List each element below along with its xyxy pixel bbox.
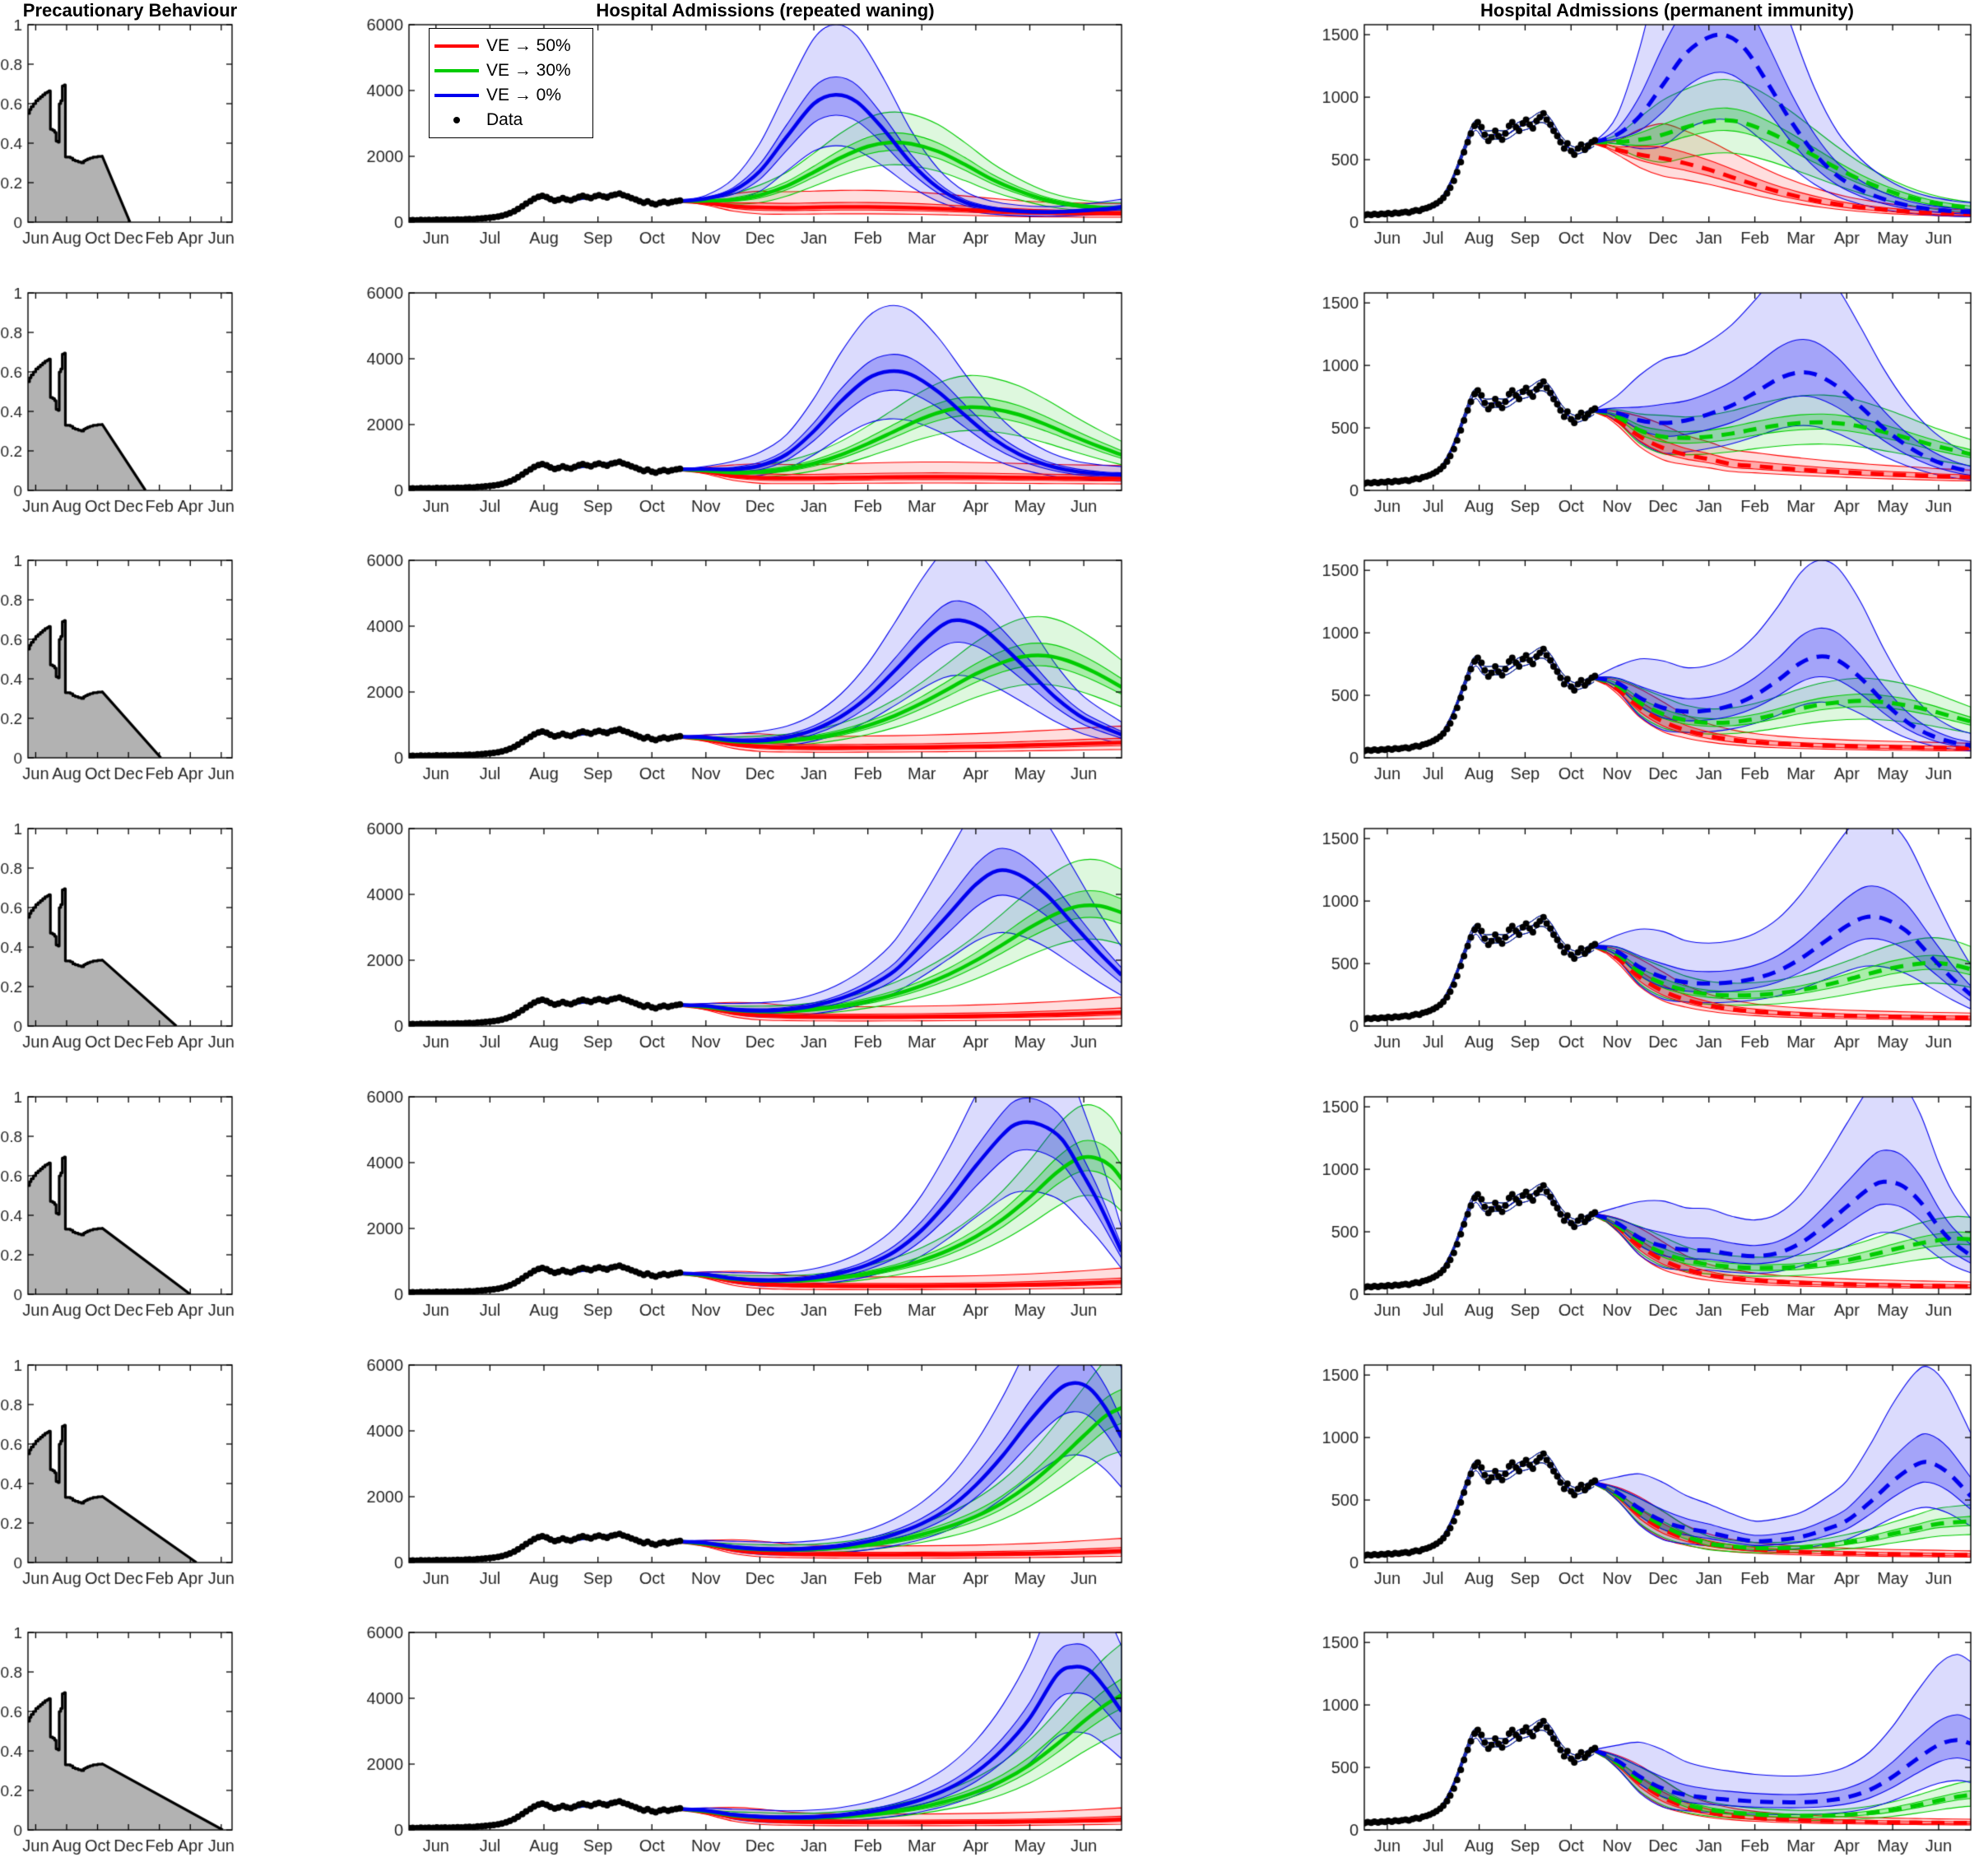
chart-canvas-precautionary-behaviour-row5 (0, 1072, 259, 1340)
chart-canvas-admissions-permanent-immunity-row7 (1267, 1608, 1979, 1876)
chart-row2-admissions-permanent-immunity (1267, 268, 1979, 536)
data-dot-icon (453, 117, 460, 123)
chart-canvas-admissions-permanent-immunity-row2 (1267, 268, 1979, 536)
chart-canvas-precautionary-behaviour-row1 (0, 0, 259, 268)
chart-row1-precautionary-behaviour (0, 0, 259, 268)
chart-canvas-admissions-repeated-waning-row6 (259, 1340, 1267, 1609)
chart-canvas-precautionary-behaviour-row2 (0, 268, 259, 536)
chart-row6-admissions-permanent-immunity (1267, 1340, 1979, 1609)
chart-row5-precautionary-behaviour (0, 1072, 259, 1340)
legend-item-ve30: VE → 30% (434, 58, 586, 83)
chart-row2-precautionary-behaviour (0, 268, 259, 536)
chart-row5-admissions-repeated-waning (259, 1072, 1267, 1340)
chart-canvas-admissions-repeated-waning-row3 (259, 536, 1267, 804)
chart-row6-precautionary-behaviour (0, 1340, 259, 1609)
legend-item-data: Data (434, 108, 586, 132)
chart-canvas-admissions-repeated-waning-row4 (259, 804, 1267, 1072)
chart-canvas-admissions-permanent-immunity-row6 (1267, 1340, 1979, 1609)
chart-row7-admissions-permanent-immunity (1267, 1608, 1979, 1876)
chart-canvas-precautionary-behaviour-row7 (0, 1608, 259, 1876)
ve50-line-icon (434, 44, 479, 48)
legend-item-ve50: VE → 50% (434, 34, 586, 58)
chart-row4-admissions-repeated-waning (259, 804, 1267, 1072)
ve0-line-icon (434, 94, 479, 97)
chart-row7-admissions-repeated-waning (259, 1608, 1267, 1876)
chart-row1-admissions-permanent-immunity (1267, 0, 1979, 268)
ve30-line-icon (434, 69, 479, 72)
chart-row5-admissions-permanent-immunity (1267, 1072, 1979, 1340)
chart-row3-precautionary-behaviour (0, 536, 259, 804)
chart-canvas-admissions-repeated-waning-row5 (259, 1072, 1267, 1340)
chart-canvas-admissions-permanent-immunity-row5 (1267, 1072, 1979, 1340)
chart-canvas-admissions-repeated-waning-row7 (259, 1608, 1267, 1876)
chart-canvas-admissions-permanent-immunity-row1 (1267, 0, 1979, 268)
chart-canvas-admissions-repeated-waning-row1 (259, 0, 1267, 268)
chart-row4-precautionary-behaviour (0, 804, 259, 1072)
legend-label-ve50: VE → 50% (486, 36, 571, 55)
chart-row2-admissions-repeated-waning (259, 268, 1267, 536)
chart-row3-admissions-permanent-immunity (1267, 536, 1979, 804)
chart-row1-admissions-repeated-waning (259, 0, 1267, 268)
chart-row4-admissions-permanent-immunity (1267, 804, 1979, 1072)
chart-canvas-admissions-repeated-waning-row2 (259, 268, 1267, 536)
legend-label-data: Data (486, 110, 523, 129)
chart-row7-precautionary-behaviour (0, 1608, 259, 1876)
legend-box: VE → 50% VE → 30% VE → 0% Data (429, 28, 593, 138)
chart-row6-admissions-repeated-waning (259, 1340, 1267, 1609)
chart-canvas-precautionary-behaviour-row4 (0, 804, 259, 1072)
chart-canvas-admissions-permanent-immunity-row4 (1267, 804, 1979, 1072)
legend-label-ve30: VE → 30% (486, 61, 571, 80)
legend-label-ve0: VE → 0% (486, 86, 562, 104)
legend-item-ve0: VE → 0% (434, 83, 586, 108)
chart-canvas-precautionary-behaviour-row3 (0, 536, 259, 804)
chart-canvas-admissions-permanent-immunity-row3 (1267, 536, 1979, 804)
chart-canvas-precautionary-behaviour-row6 (0, 1340, 259, 1609)
chart-row3-admissions-repeated-waning (259, 536, 1267, 804)
